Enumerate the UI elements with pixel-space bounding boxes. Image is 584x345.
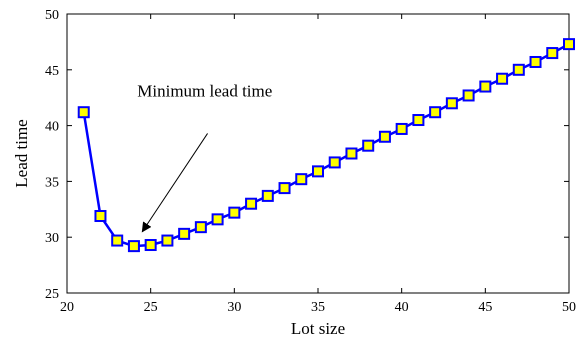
data-point-marker <box>211 213 224 226</box>
data-point-marker <box>127 240 140 253</box>
data-point-marker <box>462 89 475 102</box>
data-point-marker <box>328 156 341 169</box>
x-tick-label: 20 <box>60 300 74 315</box>
data-point-marker <box>312 165 324 178</box>
data-point-marker <box>144 239 157 252</box>
x-tick-label: 45 <box>478 300 492 315</box>
data-point-marker <box>445 97 458 110</box>
y-tick-label: 40 <box>45 120 59 135</box>
data-point-marker <box>378 130 391 143</box>
y-tick-label: 35 <box>45 175 59 190</box>
y-tick-label: 30 <box>45 231 59 246</box>
data-point-marker <box>529 55 542 68</box>
data-point-marker <box>111 234 124 247</box>
x-tick-label: 30 <box>227 300 241 315</box>
data-point-marker <box>278 182 291 195</box>
x-tick-label: 50 <box>562 300 576 315</box>
data-point-marker <box>362 139 375 152</box>
y-tick-label: 45 <box>45 64 59 79</box>
y-tick-label: 50 <box>45 8 59 23</box>
data-point-marker <box>496 72 509 85</box>
data-point-marker <box>429 106 442 119</box>
data-point-marker <box>228 206 241 219</box>
data-point-marker <box>563 38 575 51</box>
data-point-marker <box>77 106 90 119</box>
x-axis-title: Lot size <box>291 319 345 338</box>
data-point-marker <box>412 114 425 127</box>
y-axis-title: Lead time <box>12 119 31 187</box>
data-point-marker <box>546 47 559 60</box>
y-tick-label: 25 <box>45 287 59 302</box>
data-point-marker <box>295 173 308 186</box>
x-tick-label: 40 <box>395 300 409 315</box>
x-tick-label: 35 <box>311 300 325 315</box>
data-point-marker <box>245 197 258 210</box>
annotation-arrow <box>141 133 208 233</box>
plot-area-frame <box>66 13 570 294</box>
data-point-marker <box>161 234 174 247</box>
data-point-marker <box>194 221 207 234</box>
data-point-marker <box>479 80 492 93</box>
data-point-marker <box>94 209 107 222</box>
x-tick-label: 25 <box>144 300 158 315</box>
data-point-marker <box>395 122 408 135</box>
data-point-marker <box>345 147 358 160</box>
data-point-marker <box>512 63 525 76</box>
data-point-marker <box>178 227 191 240</box>
data-point-marker <box>261 189 274 202</box>
annotation-label: Minimum lead time <box>137 82 272 101</box>
